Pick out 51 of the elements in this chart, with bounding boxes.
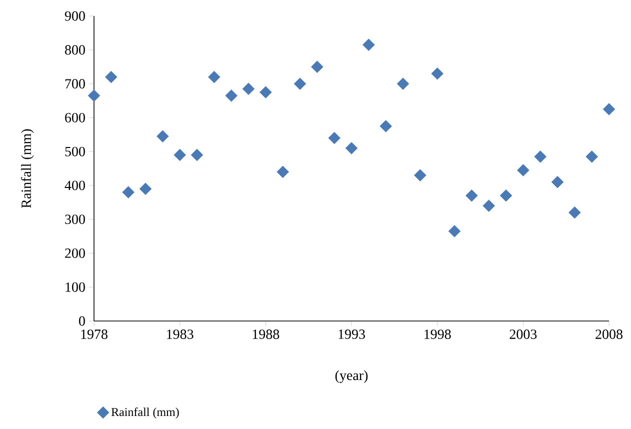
y-tick-label: 900 — [64, 11, 85, 21]
y-tick-label: 500 — [65, 146, 85, 156]
x-tick-label: 2003 — [510, 330, 537, 339]
point — [242, 82, 255, 96]
point — [88, 90, 100, 102]
point — [500, 189, 512, 202]
point — [551, 176, 564, 188]
point — [311, 60, 324, 73]
point — [225, 90, 238, 102]
y-tick-label: 400 — [64, 180, 85, 190]
point — [448, 225, 461, 238]
point — [156, 130, 169, 142]
x-axis-title: (year) — [335, 370, 368, 383]
point — [328, 132, 340, 144]
point — [586, 150, 598, 163]
point — [414, 169, 426, 182]
point — [380, 120, 392, 132]
point — [466, 189, 478, 202]
x-tick-label: 1983 — [167, 330, 194, 339]
point — [431, 67, 444, 80]
y-axis-title: Rainfall (mm) — [20, 129, 34, 208]
y-tick-label: 800 — [65, 45, 85, 55]
point — [362, 38, 375, 51]
point — [174, 148, 186, 162]
point — [602, 103, 616, 116]
point — [534, 150, 546, 163]
point — [122, 186, 134, 198]
point — [517, 164, 530, 176]
point — [294, 78, 306, 90]
point — [396, 78, 410, 90]
point — [276, 166, 289, 178]
y-tick-label: 200 — [65, 248, 85, 258]
x-tick-label: 1993 — [338, 330, 365, 339]
point — [345, 142, 358, 154]
point — [260, 86, 272, 98]
x-tick-label: 1978 — [81, 330, 108, 339]
point — [190, 148, 204, 162]
point — [208, 70, 220, 84]
x-tick-label: 2008 — [596, 330, 622, 339]
legend-label: Rainfall (mm) — [111, 408, 179, 419]
y-tick-label: 700 — [65, 79, 85, 89]
x-tick-label: 1988 — [252, 330, 280, 339]
y-tick-label: 600 — [65, 112, 85, 122]
point — [568, 206, 581, 219]
point — [105, 70, 118, 84]
y-tick-label: 300 — [65, 214, 85, 224]
x-tick-label: 1998 — [424, 330, 451, 339]
y-tick-label: 0 — [79, 316, 85, 326]
point — [139, 182, 152, 195]
y-tick-label: 100 — [66, 282, 85, 292]
point — [482, 200, 495, 212]
